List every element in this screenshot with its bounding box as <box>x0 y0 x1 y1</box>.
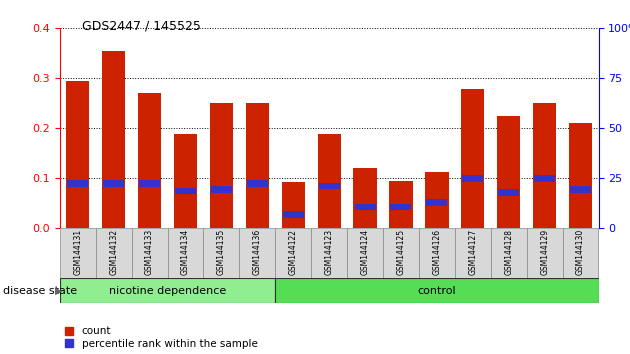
Bar <box>425 172 449 228</box>
Text: GSM144129: GSM144129 <box>540 229 549 275</box>
Legend: count, percentile rank within the sample: count, percentile rank within the sample <box>65 326 258 349</box>
Bar <box>534 175 555 182</box>
Bar <box>211 186 232 193</box>
Bar <box>210 103 233 228</box>
Text: GSM144135: GSM144135 <box>217 229 226 275</box>
Bar <box>138 93 161 228</box>
Bar <box>569 123 592 228</box>
Bar <box>419 228 455 278</box>
Bar <box>96 228 132 278</box>
Bar <box>347 228 383 278</box>
Text: disease state: disease state <box>3 286 77 296</box>
Text: GSM144132: GSM144132 <box>109 229 118 275</box>
Bar <box>527 228 563 278</box>
Bar <box>283 211 304 218</box>
Bar <box>355 204 375 210</box>
Text: GSM144136: GSM144136 <box>253 229 262 275</box>
Text: GSM144128: GSM144128 <box>504 229 513 275</box>
Bar <box>461 89 484 228</box>
Bar <box>66 81 89 228</box>
Text: GSM144130: GSM144130 <box>576 229 585 275</box>
Text: nicotine dependence: nicotine dependence <box>109 286 226 296</box>
Text: ▶: ▶ <box>55 286 63 296</box>
Text: GSM144127: GSM144127 <box>468 229 478 275</box>
Bar <box>319 183 340 189</box>
Text: GSM144131: GSM144131 <box>73 229 83 275</box>
Bar <box>282 182 305 228</box>
Bar <box>353 169 377 228</box>
Bar <box>103 180 124 187</box>
Bar <box>389 181 413 228</box>
Text: GSM144124: GSM144124 <box>360 229 370 275</box>
Bar <box>275 278 598 303</box>
Bar <box>462 175 483 182</box>
Bar <box>174 134 197 228</box>
Bar <box>168 228 203 278</box>
Bar <box>498 189 519 195</box>
Bar <box>132 228 168 278</box>
Text: GDS2447 / 145525: GDS2447 / 145525 <box>82 19 201 33</box>
Bar <box>60 228 96 278</box>
Bar <box>497 116 520 228</box>
Bar <box>246 103 269 228</box>
Bar <box>391 204 411 210</box>
Bar <box>491 228 527 278</box>
Bar <box>563 228 598 278</box>
Bar <box>139 180 160 187</box>
Bar <box>275 228 311 278</box>
Text: control: control <box>418 286 456 296</box>
Bar <box>383 228 419 278</box>
Bar <box>570 186 591 193</box>
Bar <box>203 228 239 278</box>
Text: GSM144126: GSM144126 <box>432 229 442 275</box>
Bar <box>60 278 275 303</box>
Bar <box>455 228 491 278</box>
Text: GSM144134: GSM144134 <box>181 229 190 275</box>
Bar <box>247 180 268 187</box>
Text: GSM144123: GSM144123 <box>324 229 334 275</box>
Bar <box>427 199 447 206</box>
Bar <box>533 103 556 228</box>
Bar <box>239 228 275 278</box>
Bar <box>102 51 125 228</box>
Bar <box>311 228 347 278</box>
Bar <box>175 188 196 194</box>
Bar <box>67 180 88 187</box>
Text: GSM144125: GSM144125 <box>396 229 406 275</box>
Text: GSM144122: GSM144122 <box>289 229 298 275</box>
Bar <box>318 134 341 228</box>
Text: GSM144133: GSM144133 <box>145 229 154 275</box>
